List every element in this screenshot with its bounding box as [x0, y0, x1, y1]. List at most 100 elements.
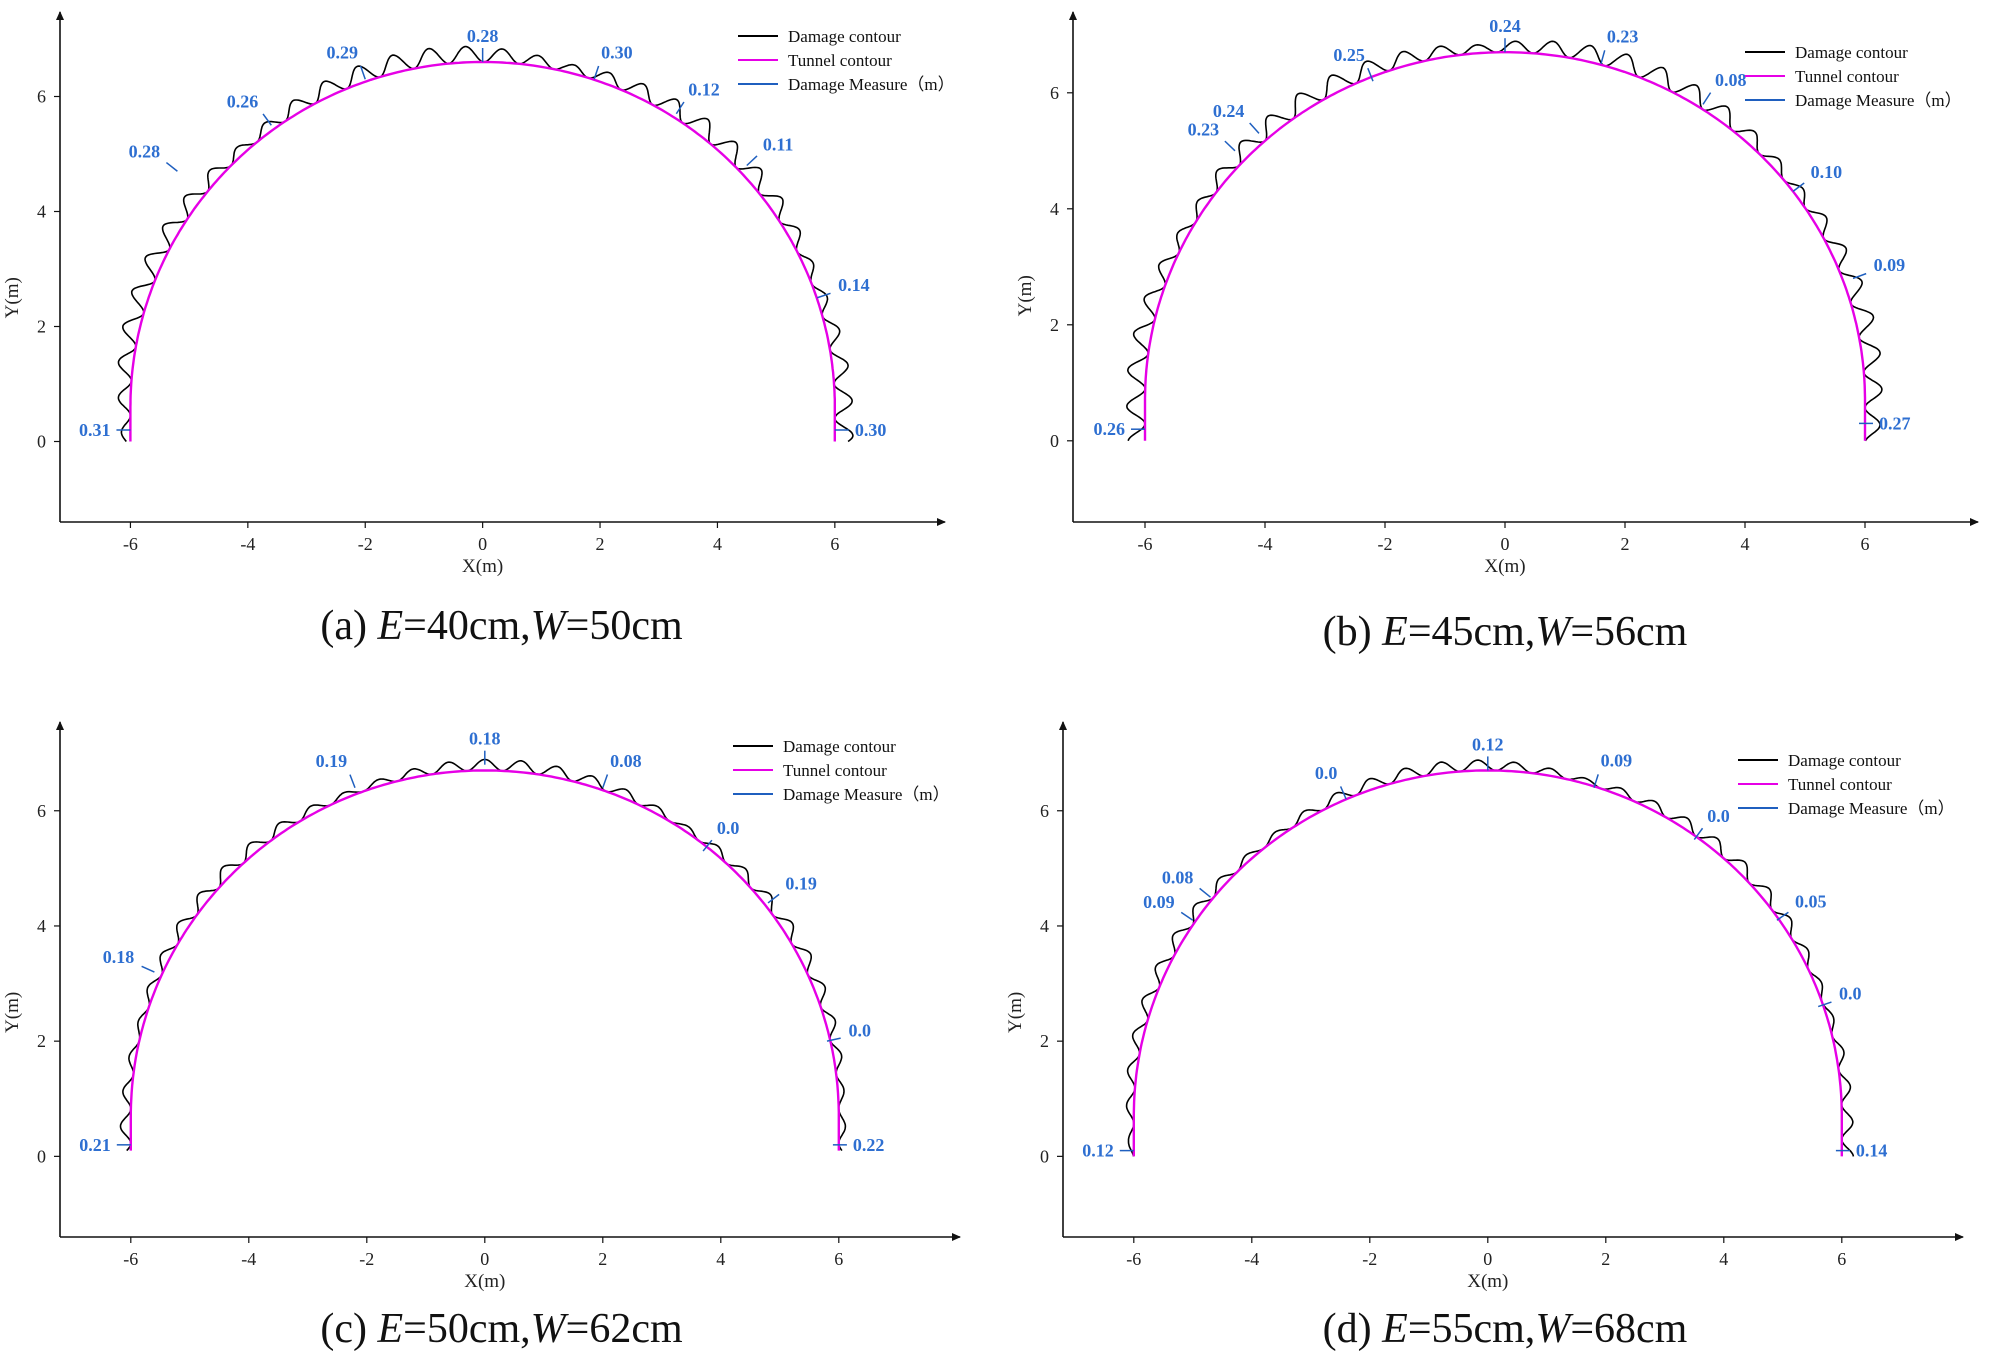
damage-measure-label: 0.08 — [1162, 867, 1194, 887]
y-tick-label: 6 — [1050, 83, 1059, 103]
damage-measure-label: 0.19 — [785, 873, 817, 893]
damage-measure-tick — [1199, 887, 1211, 898]
chart-panel-a: -6 -4 -2 0 2 4 6 0 2 4 6 X(m) Y(m) 0.31 0.28 0.26 0.29 0.… — [0, 0, 1003, 685]
damage-measure-tick — [1593, 774, 1599, 788]
legend: Damage contour Tunnel contour Damage Measu… — [738, 27, 955, 94]
damage-measure-label: 0.0 — [1839, 984, 1862, 1004]
x-axis-label: X(m) — [464, 1271, 505, 1292]
x-tick-label: 4 — [1741, 534, 1750, 554]
damage-measure-label: 0.18 — [469, 729, 501, 749]
x-axis-label: X(m) — [462, 556, 503, 577]
caption-w-value: =56cm — [1570, 609, 1688, 655]
x-tick-label: -6 — [1126, 1249, 1141, 1269]
x-tick-label: 6 — [1861, 534, 1870, 554]
tunnel-contour-line — [1132, 769, 1843, 1157]
legend-label: Tunnel contour — [1795, 67, 1899, 86]
y-axis-label: Y(m) — [1015, 275, 1036, 316]
chart-c-svg: -6 -4 -2 0 2 4 6 0 2 4 6 X(m) Y(m) 0.21 0.18 0.19 0.18 0.… — [2, 721, 961, 1292]
damage-measure-label: 0.23 — [1188, 120, 1220, 140]
y-tick-label: 0 — [37, 432, 46, 452]
x-tick-label: 6 — [1837, 1249, 1846, 1269]
damage-measure-tick — [816, 292, 831, 299]
x-tick-label: 6 — [834, 1249, 843, 1269]
chart-d-svg: -6 -4 -2 0 2 4 6 0 2 4 6 X(m) Y(m) 0.12 0.09 0.08 0.0 0.1… — [1005, 721, 1964, 1292]
damage-measure-tick — [1367, 67, 1374, 82]
damage-measure-label: 0.0 — [1315, 763, 1338, 783]
x-tick-label: -6 — [123, 534, 138, 554]
chart-b-caption: (b) E=45cm,W=56cm — [1003, 608, 2007, 656]
y-tick-label: 2 — [1040, 1031, 1049, 1051]
x-tick-label: 0 — [478, 534, 487, 554]
x-tick-label: -2 — [1362, 1249, 1377, 1269]
damage-measure-label: 0.0 — [1707, 806, 1730, 826]
x-tick-label: 0 — [1483, 1249, 1492, 1269]
damage-measure-label: 0.09 — [1601, 751, 1633, 771]
damage-measure-label: 0.23 — [1607, 27, 1639, 47]
y-tick-label: 4 — [37, 916, 46, 936]
damage-measure-label: 0.28 — [467, 26, 499, 46]
damage-measure-tick — [1339, 786, 1347, 800]
damage-measure-label: 0.08 — [610, 751, 642, 771]
damage-measure-label: 0.30 — [855, 420, 887, 440]
y-tick-label: 2 — [37, 317, 46, 337]
x-tick-label: 2 — [598, 1249, 607, 1269]
caption-prefix: (d) — [1322, 1306, 1383, 1352]
damage-measure-label: 0.22 — [853, 1135, 885, 1155]
damage-measure-tick — [1702, 92, 1712, 105]
legend-label: Damage Measure（m） — [788, 75, 955, 94]
damage-measure-label: 0.24 — [1489, 16, 1521, 36]
chart-d-caption: (d) E=55cm,W=68cm — [1003, 1305, 2007, 1353]
damage-measure-label: 0.28 — [129, 142, 161, 162]
caption-e-var: E — [377, 603, 404, 649]
damage-measure-label: 0.18 — [103, 947, 135, 967]
damage-measure-tick — [349, 774, 356, 788]
caption-e-value: =50cm, — [403, 1306, 531, 1352]
damage-measure-label: 0.24 — [1213, 101, 1245, 121]
tunnel-contour-line — [1143, 51, 1867, 441]
chart-a-svg: -6 -4 -2 0 2 4 6 0 2 4 6 X(m) Y(m) 0.31 0.28 0.26 0.29 0.… — [2, 11, 955, 577]
damage-contour-line — [1125, 759, 1855, 1157]
legend-label: Tunnel contour — [1788, 775, 1892, 794]
y-tick-label: 2 — [1050, 315, 1059, 335]
legend-label: Tunnel contour — [783, 761, 887, 780]
damage-measure-tick — [702, 839, 713, 852]
y-axis-label: Y(m) — [2, 277, 23, 318]
damage-measure-label: 0.27 — [1879, 413, 1911, 433]
x-tick-label: 0 — [480, 1249, 489, 1269]
y-tick-label: 4 — [1050, 199, 1059, 219]
damage-measure-label: 0.0 — [717, 818, 740, 838]
legend-label: Damage contour — [788, 27, 901, 46]
damage-measure-tick — [602, 774, 609, 788]
caption-w-var: W — [1535, 609, 1571, 655]
damage-measure-tick — [675, 101, 685, 115]
caption-w-var: W — [1535, 1306, 1571, 1352]
legend: Damage contour Tunnel contour Damage Measu… — [733, 737, 950, 804]
damage-measure-tick — [141, 965, 155, 973]
chart-panel-d: -6 -4 -2 0 2 4 6 0 2 4 6 X(m) Y(m) 0.12 0.09 0.08 0.0 0.1… — [1003, 700, 2007, 1370]
caption-e-value: =55cm, — [1407, 1306, 1536, 1352]
y-axis-label: Y(m) — [2, 992, 23, 1033]
damage-measure-tick — [359, 65, 366, 80]
damage-measure-tick — [1776, 911, 1789, 921]
x-axis-label: X(m) — [1467, 1271, 1508, 1292]
chart-panel-b: -6 -4 -2 0 2 4 6 0 2 4 6 X(m) Y(m) 0.26 0.23 0.24 0.25 0.… — [1003, 0, 2007, 685]
tunnel-contour-line — [129, 769, 840, 1151]
legend-label: Damage Measure（m） — [1788, 799, 1955, 818]
damage-measure-label: 0.09 — [1143, 892, 1175, 912]
damage-measure-tick — [746, 155, 758, 167]
x-tick-label: 2 — [596, 534, 605, 554]
caption-e-var: E — [377, 1306, 404, 1352]
caption-w-var: W — [530, 1306, 566, 1352]
damage-measure-tick — [1600, 50, 1606, 64]
x-tick-label: -2 — [1378, 534, 1393, 554]
caption-e-value: =40cm, — [403, 603, 531, 649]
damage-measure-label: 0.31 — [79, 420, 111, 440]
damage-measure-label: 0.09 — [1874, 255, 1906, 275]
damage-measure-label: 0.11 — [763, 134, 794, 154]
damage-measure-label: 0.14 — [1856, 1141, 1888, 1161]
x-tick-label: 0 — [1501, 534, 1510, 554]
x-tick-label: 2 — [1621, 534, 1630, 554]
caption-w-var: W — [530, 603, 566, 649]
damage-measure-label: 0.26 — [227, 92, 259, 112]
damage-measure-tick — [1852, 272, 1867, 280]
